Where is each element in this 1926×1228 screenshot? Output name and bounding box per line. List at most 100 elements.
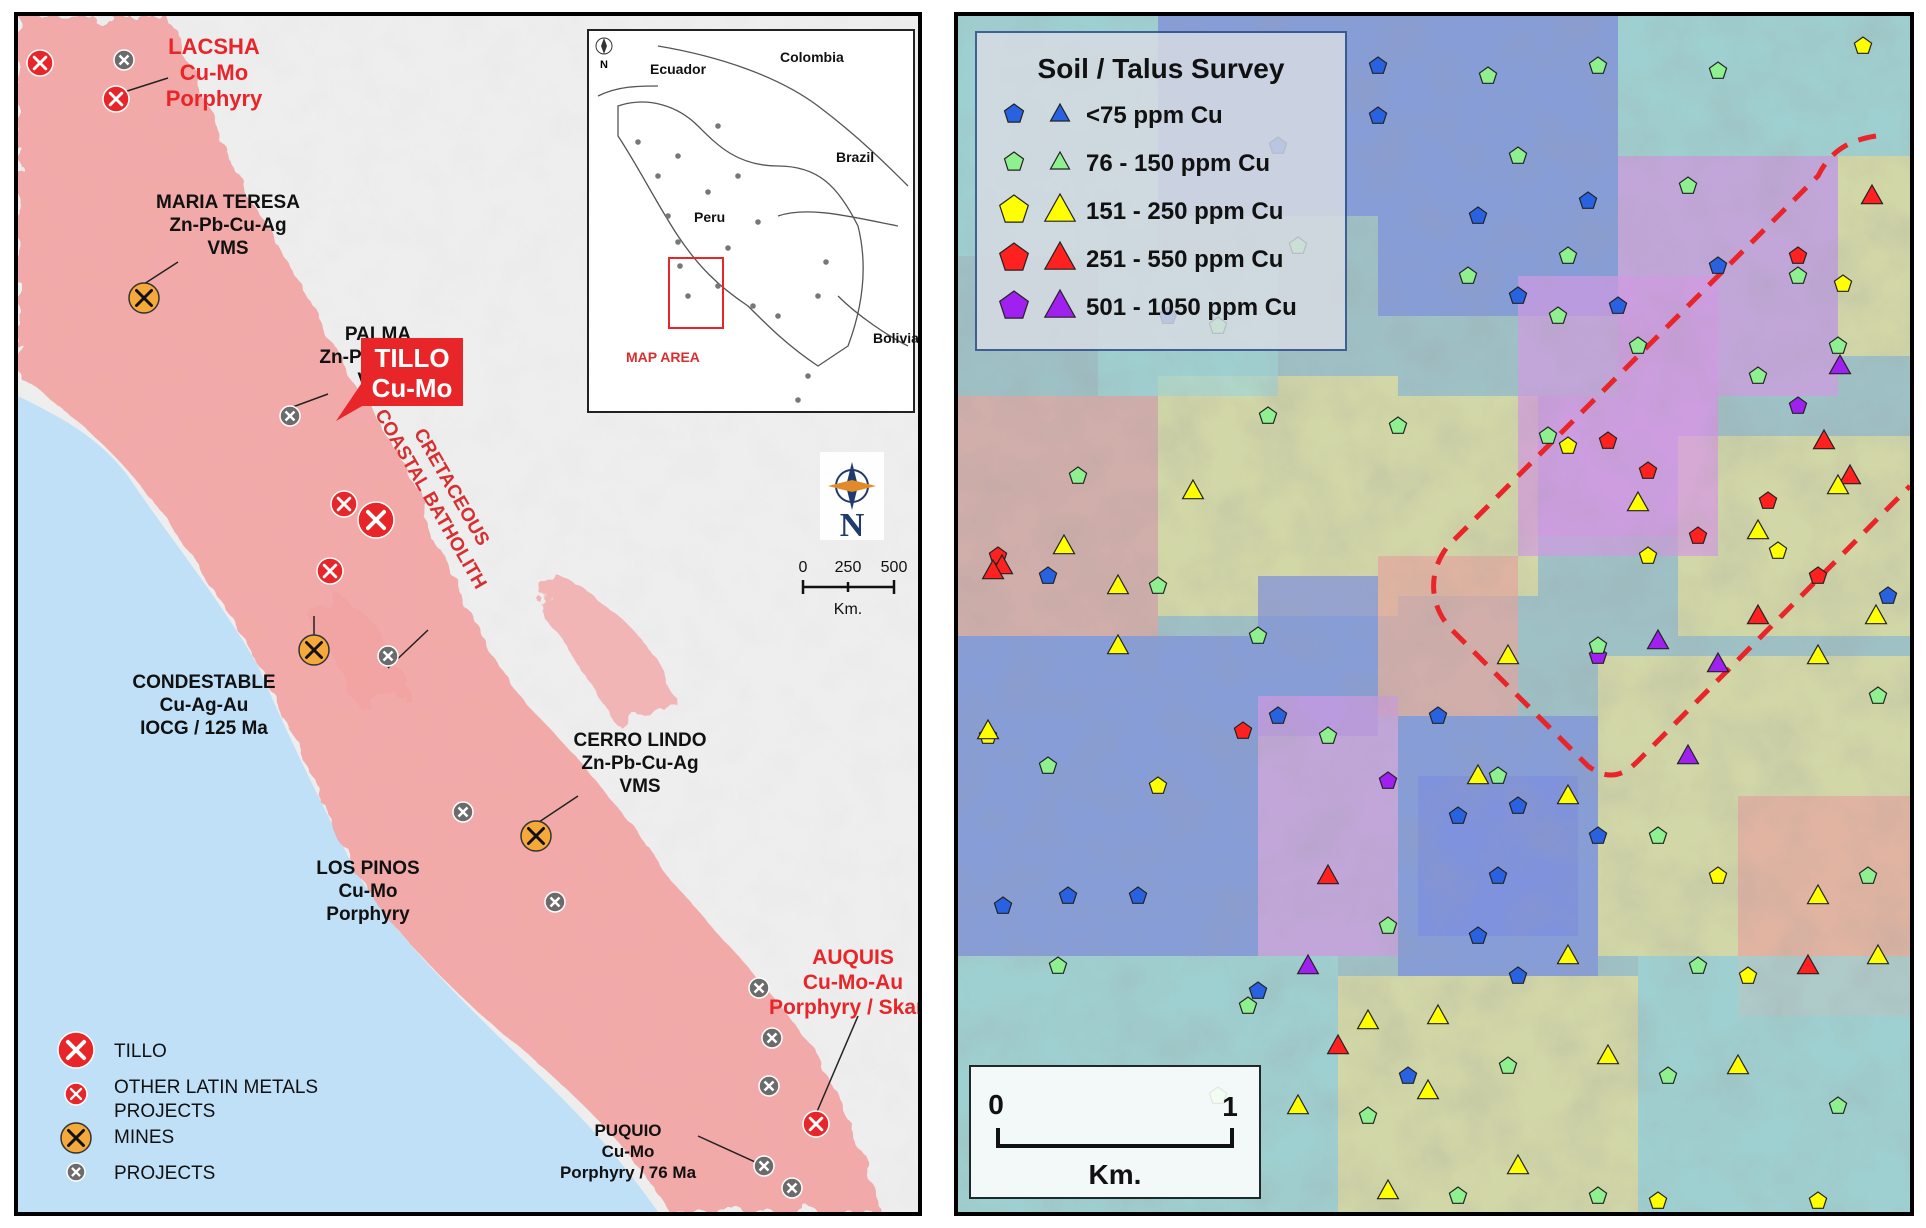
inset-label-bolivia: Bolivia (873, 330, 918, 346)
sample-triangle (1316, 863, 1340, 885)
sample-pentagon (1478, 66, 1498, 84)
tillo-callout-type: Cu-Mo (372, 373, 453, 403)
legend-pentagon-icon (998, 290, 1030, 319)
survey-legend-class-label: 251 - 550 ppm Cu (1086, 246, 1283, 273)
sample-pentagon (1708, 61, 1728, 79)
sample-triangle (1416, 1078, 1440, 1100)
sample-pentagon (1248, 981, 1268, 999)
sample-pentagon (1558, 246, 1578, 264)
sample-pentagon (1428, 706, 1448, 724)
sample-points (976, 36, 1898, 1209)
inset-label-peru: Peru (694, 209, 725, 225)
sample-pentagon (1448, 806, 1468, 824)
legend-pentagon-icon (1003, 103, 1025, 123)
mine-icon (520, 820, 552, 852)
sample-pentagon (1648, 826, 1668, 844)
project-icon (748, 977, 770, 999)
sample-pentagon (1128, 886, 1148, 904)
scale-tick-label-0: 0 (799, 559, 808, 576)
scale-tick-label-250: 250 (835, 559, 862, 576)
sample-pentagon (1398, 1066, 1418, 1084)
sample-pentagon (1538, 426, 1558, 444)
sample-pentagon (1738, 966, 1758, 984)
peru-outline (617, 101, 864, 367)
soil-talus-survey-map: Soil / Talus Survey <75 ppm Cu 76 - 150 p… (954, 12, 1914, 1216)
auquis-label: AUQUIS (812, 946, 894, 969)
puquio-label: Cu-Mo (602, 1142, 655, 1161)
sample-triangle (1864, 603, 1888, 625)
sample-pentagon (1238, 996, 1258, 1014)
sample-pentagon (1758, 491, 1778, 509)
project-icon (761, 1027, 783, 1049)
sample-triangle (1556, 943, 1580, 965)
sample-triangle (1356, 1008, 1380, 1030)
sample-triangle (1646, 628, 1670, 650)
mine-icon (298, 634, 330, 666)
auquis-label: Cu-Mo-Au (803, 971, 903, 994)
sample-triangle (1496, 643, 1520, 665)
project-icon (279, 405, 301, 427)
sample-pentagon (1058, 886, 1078, 904)
sample-pentagon (1688, 526, 1708, 544)
sample-pentagon (1148, 576, 1168, 594)
sample-triangle (981, 558, 1005, 580)
maria-teresa-label: MARIA TERESA (156, 192, 300, 213)
survey-scale-unit: Km. (1089, 1159, 1142, 1190)
tillo-callout: TILLO Cu-Mo (336, 338, 463, 421)
sample-pentagon (1558, 436, 1578, 454)
survey-scale-start: 0 (988, 1089, 1004, 1120)
auquis-label: Porphyry / Skarn (769, 996, 918, 1019)
sample-triangle (1506, 1153, 1530, 1175)
inset-map-area-label: MAP AREA (626, 349, 700, 365)
sample-pentagon (1828, 336, 1848, 354)
red-project-icon (102, 85, 130, 113)
sample-triangle (1326, 1033, 1350, 1055)
lacsha-label: LACSHA (168, 34, 260, 59)
sample-triangle (1826, 473, 1850, 495)
legend-pentagon-icon (1003, 151, 1025, 171)
sample-pentagon (1368, 56, 1388, 74)
sample-triangle (1860, 183, 1884, 205)
sample-pentagon (1608, 296, 1628, 314)
sample-pentagon (1258, 406, 1278, 424)
batholith-patches (308, 576, 678, 726)
red-project-icon (316, 557, 344, 585)
lacsha-label: Porphyry (166, 86, 263, 111)
legend-label: OTHER LATIN METALS (114, 1077, 318, 1098)
sample-pentagon (1853, 36, 1873, 54)
sample-pentagon (1788, 396, 1808, 414)
sample-pentagon (1038, 566, 1058, 584)
legend-label: MINES (114, 1127, 174, 1148)
survey-scale-bar: 0 1 Km. (969, 1065, 1261, 1199)
compass-rose: N (820, 452, 884, 544)
legend-pentagon-icon (998, 242, 1030, 271)
survey-legend: Soil / Talus Survey <75 ppm Cu 76 - 150 p… (975, 31, 1347, 351)
project-icon (544, 891, 566, 913)
legend-triangle-icon (1043, 240, 1077, 270)
sample-pentagon (1858, 866, 1878, 884)
sample-triangle (1296, 953, 1320, 975)
sample-pentagon (1878, 586, 1898, 604)
legend-other-project-icon (64, 1082, 88, 1106)
red-project-icon (802, 1110, 830, 1138)
sample-pentagon (1068, 466, 1088, 484)
sample-pentagon (1828, 1096, 1848, 1114)
inset-label-ecuador: Ecuador (650, 61, 707, 77)
sample-pentagon (1708, 256, 1728, 274)
survey-legend-class-label: 151 - 250 ppm Cu (1086, 198, 1283, 225)
sample-pentagon (1688, 956, 1708, 974)
sample-pentagon (1833, 274, 1853, 292)
sample-pentagon (1678, 176, 1698, 194)
condestable-label: CONDESTABLE (132, 672, 275, 693)
scale-tick-label-500: 500 (881, 559, 908, 576)
sample-pentagon (1468, 206, 1488, 224)
sample-pentagon (1038, 756, 1058, 774)
sample-pentagon (1588, 826, 1608, 844)
sample-triangle (1828, 353, 1852, 375)
sample-pentagon (1588, 56, 1608, 74)
project-icon (377, 645, 399, 667)
sample-pentagon (1588, 1186, 1608, 1204)
los-pinos-label: Porphyry (326, 904, 410, 925)
survey-scale-end: 1 (1222, 1091, 1238, 1122)
